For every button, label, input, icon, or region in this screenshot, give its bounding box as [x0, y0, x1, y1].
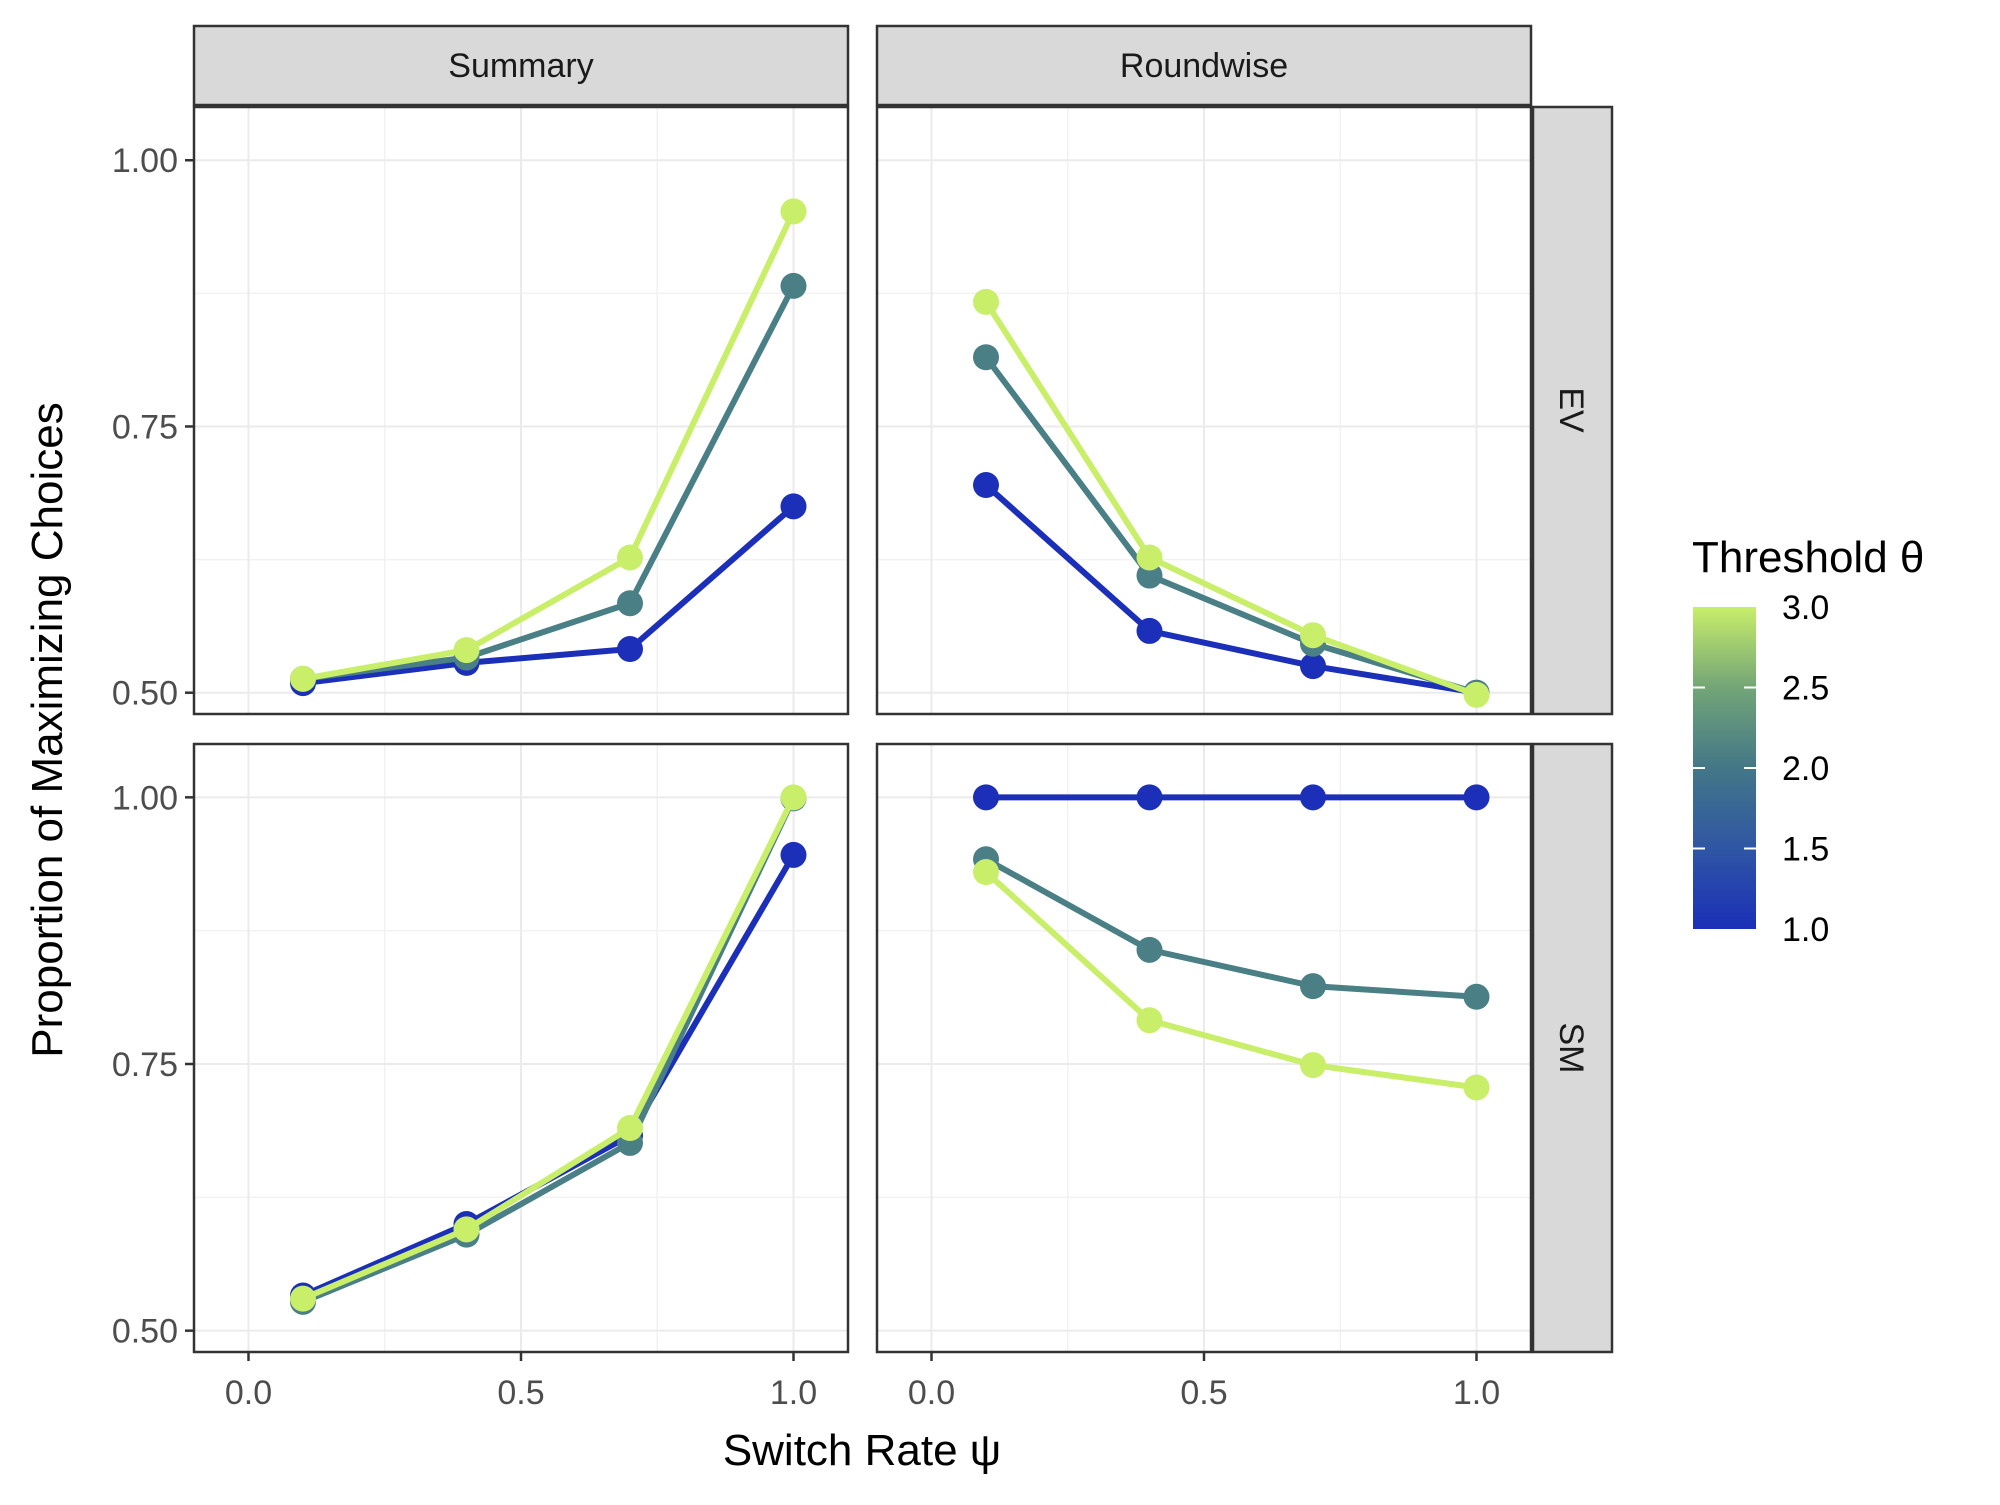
series-line-theta-2 — [301, 797, 797, 1305]
panel-summary-sm: 0.50 0.75 1.00 0.0 0.5 1.0 — [112, 742, 850, 1412]
panel-border — [875, 105, 1533, 716]
y-tick-label: 1.00 — [112, 779, 178, 817]
data-point-theta-3-x-0.1 — [973, 859, 999, 885]
data-point-theta-3-x-1 — [780, 198, 807, 225]
series-line-theta-2 — [302, 284, 797, 682]
legend-tick-label: 1.5 — [1782, 831, 1829, 869]
strip-ev: EV — [1531, 105, 1614, 716]
data-point-theta-1-x-1 — [780, 841, 807, 868]
legend: Threshold θ 3.0 2.5 2.0 1.5 1.0 — [1692, 533, 1924, 949]
series-line-theta-3 — [301, 796, 797, 1302]
strip-label-summary: Summary — [448, 47, 593, 85]
strip-label-roundwise: Roundwise — [1120, 47, 1288, 85]
x-tick-label: 0.5 — [497, 1374, 544, 1412]
strip-summary: Summary — [192, 24, 850, 107]
data-point-theta-3-x-0.1 — [290, 1285, 316, 1312]
series-line-theta-3 — [983, 869, 1477, 1091]
data-point-theta-3-x-0.7 — [617, 544, 643, 571]
series-line-theta-3 — [983, 300, 1478, 698]
y-tick-label: 0.75 — [112, 1046, 178, 1084]
data-point-theta-1-x-0.7 — [617, 636, 643, 663]
y-tick-label: 1.00 — [112, 142, 178, 180]
data-point-theta-3-x-0.4 — [1136, 1007, 1163, 1034]
legend-tick-label: 3.0 — [1782, 589, 1829, 627]
data-point-theta-3-x-0.7 — [1300, 622, 1326, 649]
data-point-theta-3-x-0.4 — [1136, 544, 1163, 571]
data-point-theta-3-x-0.1 — [290, 665, 316, 692]
x-tick-label: 1.0 — [1453, 1374, 1500, 1412]
data-point-theta-1-x-0.7 — [1300, 653, 1326, 680]
y-tick-label: 0.75 — [112, 408, 178, 446]
series-line-theta-1 — [302, 504, 796, 687]
data-point-theta-1-x-0.1 — [973, 472, 999, 499]
data-point-theta-1-x-0.4 — [1136, 784, 1163, 811]
data-point-theta-2-x-1 — [1463, 983, 1490, 1010]
series-line-theta-2 — [983, 355, 1478, 696]
panel-summary-ev: 0.50 0.75 1.00 — [112, 105, 850, 716]
strip-sm: SM — [1531, 742, 1614, 1354]
data-point-theta-3-x-1 — [1463, 681, 1490, 708]
panel-roundwise-ev — [875, 105, 1533, 716]
x-tick-label: 0.0 — [225, 1374, 272, 1412]
panel-roundwise-sm: 0.0 0.5 1.0 — [875, 742, 1533, 1412]
data-point-theta-3-x-1 — [1463, 1074, 1490, 1101]
panel-border — [192, 105, 850, 716]
data-point-theta-2-x-0.4 — [1136, 562, 1163, 589]
legend-tick-label: 2.5 — [1782, 670, 1829, 708]
data-point-theta-3-x-0.7 — [617, 1115, 643, 1141]
data-point-theta-1-x-1 — [780, 493, 807, 520]
y-tick-label: 0.50 — [112, 1313, 178, 1351]
legend-tick-label: 1.0 — [1782, 911, 1829, 949]
data-point-theta-1-x-1 — [1463, 784, 1490, 811]
strip-label-sm: SM — [1552, 1023, 1590, 1074]
legend-title: Threshold θ — [1692, 533, 1924, 582]
y-tick-label: 0.50 — [112, 675, 178, 713]
data-point-theta-1-x-0.1 — [973, 784, 999, 811]
data-point-theta-2-x-0.4 — [1136, 936, 1163, 963]
series-line-theta-2 — [984, 856, 1477, 1000]
legend-tick-label: 2.0 — [1782, 750, 1829, 788]
series-line-theta-3 — [302, 210, 797, 682]
x-axis-title: Switch Rate ψ — [723, 1426, 1001, 1475]
x-tick-label: 0.0 — [908, 1374, 955, 1412]
data-point-theta-3-x-0.1 — [973, 288, 999, 315]
data-point-theta-3-x-0.4 — [453, 637, 480, 664]
data-point-theta-3-x-0.7 — [1300, 1052, 1326, 1079]
data-point-theta-3-x-1 — [780, 784, 807, 811]
strip-label-ev: EV — [1552, 387, 1590, 433]
data-point-theta-2-x-0.7 — [617, 590, 643, 617]
x-tick-label: 1.0 — [770, 1374, 817, 1412]
strip-roundwise: Roundwise — [875, 24, 1533, 107]
series-line-theta-1 — [984, 482, 1477, 696]
data-point-theta-2-x-1 — [780, 272, 807, 299]
y-axis-title: Proportion of Maximizing Choices — [23, 402, 72, 1057]
data-point-theta-2-x-0.1 — [973, 344, 999, 371]
data-point-theta-1-x-0.4 — [1136, 617, 1163, 644]
data-point-theta-3-x-0.4 — [453, 1216, 480, 1243]
x-tick-label: 0.5 — [1180, 1374, 1227, 1412]
data-point-theta-2-x-0.7 — [1300, 973, 1326, 1000]
data-point-theta-1-x-0.7 — [1300, 784, 1326, 811]
